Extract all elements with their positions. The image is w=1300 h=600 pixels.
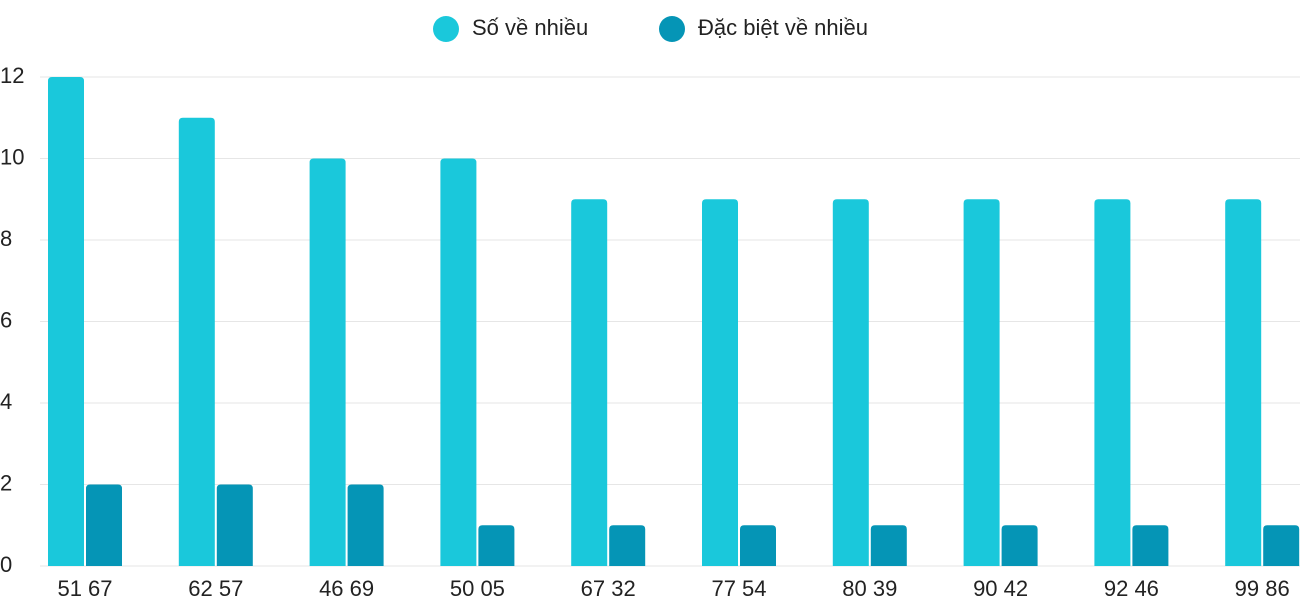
x-tick-label: 50 05 <box>450 576 505 600</box>
x-tick-label: 80 39 <box>842 576 897 600</box>
bar <box>1263 525 1300 566</box>
x-tick-label: 62 57 <box>188 576 243 600</box>
bar <box>609 525 646 566</box>
bar <box>740 525 776 566</box>
bar <box>216 484 253 566</box>
bar <box>963 199 1000 566</box>
legend-marker <box>433 16 459 42</box>
bar <box>1132 525 1169 566</box>
y-tick-label: 6 <box>0 307 12 332</box>
y-tick-label: 2 <box>0 470 12 495</box>
bar <box>48 77 84 566</box>
y-tick-label: 4 <box>0 389 12 414</box>
y-tick-label: 0 <box>0 552 12 577</box>
bar <box>86 484 122 566</box>
bar <box>440 158 477 566</box>
x-tick-label: 99 86 <box>1235 576 1290 600</box>
legend-label: Đặc biệt về nhiều <box>698 15 868 40</box>
legend-marker <box>659 16 685 42</box>
x-tick-label: 90 42 <box>973 576 1028 600</box>
bar <box>1001 525 1038 566</box>
legend-label: Số về nhiều <box>472 15 588 40</box>
bar <box>178 117 215 566</box>
x-tick-label: 51 67 <box>57 576 112 600</box>
bar <box>870 525 907 566</box>
bar <box>702 199 738 566</box>
bar <box>1225 199 1262 566</box>
bar <box>1094 199 1131 566</box>
x-tick-label: 77 54 <box>711 576 766 600</box>
x-tick-label: 92 46 <box>1104 576 1159 600</box>
bar <box>347 484 384 566</box>
x-tick-label: 46 69 <box>319 576 374 600</box>
x-tick-label: 67 32 <box>581 576 636 600</box>
y-tick-label: 8 <box>0 226 12 251</box>
y-tick-label: 10 <box>0 144 24 169</box>
bar <box>832 199 869 566</box>
bar <box>478 525 515 566</box>
bar <box>571 199 608 566</box>
bar <box>309 158 346 566</box>
y-tick-label: 12 <box>0 63 24 88</box>
